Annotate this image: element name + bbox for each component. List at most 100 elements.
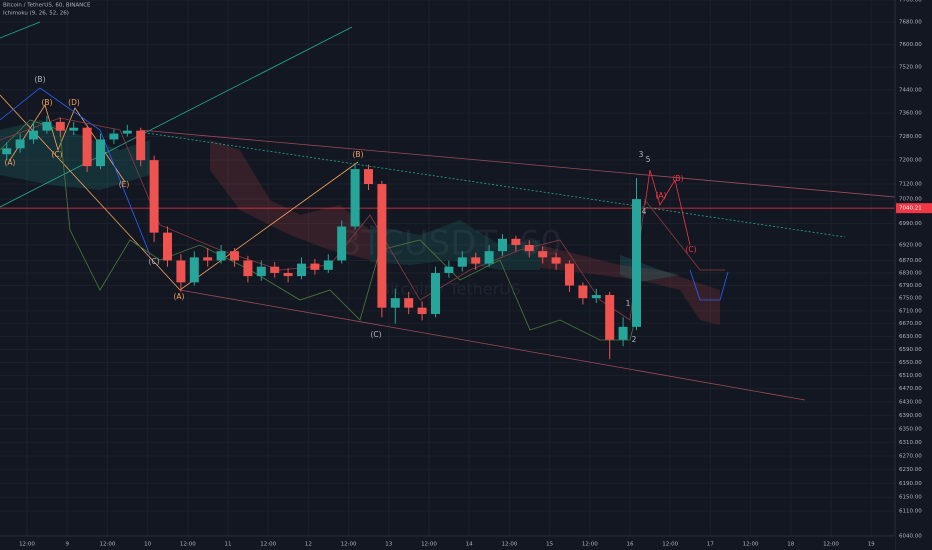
x-tick-label: 11 xyxy=(225,542,232,548)
y-tick-label: 7600.00 xyxy=(899,42,922,48)
candle-body xyxy=(82,127,92,167)
candle-body xyxy=(565,263,574,286)
candle-body xyxy=(337,226,347,261)
x-tick-label: 9 xyxy=(65,542,69,548)
candle-body xyxy=(431,272,440,315)
trend-line xyxy=(0,26,353,208)
y-tick-label: 7440.00 xyxy=(899,88,922,94)
y-tick-label: 6190.00 xyxy=(899,481,922,487)
candle-body xyxy=(524,244,534,252)
y-tick-label: 6710.00 xyxy=(899,308,922,314)
x-tick-label: 13 xyxy=(385,542,392,548)
wave-label: (B) xyxy=(353,150,364,159)
x-tick-label: 12:00 xyxy=(501,542,517,548)
wave-label: (A) xyxy=(656,191,667,200)
x-tick-label: 18 xyxy=(787,542,794,548)
y-tick-label: 6470.00 xyxy=(899,386,922,392)
candle-body xyxy=(377,184,387,308)
candle-body xyxy=(109,133,119,140)
x-tick-label: 12:00 xyxy=(19,542,35,548)
price-label: 7040.21 xyxy=(899,206,922,212)
wave-label: (B) xyxy=(35,75,46,84)
candle-body xyxy=(471,257,481,264)
candle-body xyxy=(69,127,79,131)
y-tick-label: 6830.00 xyxy=(899,270,922,276)
candle-body xyxy=(511,238,521,245)
y-tick-label: 6150.00 xyxy=(899,495,922,501)
ichimoku-line xyxy=(689,269,729,301)
candle-body xyxy=(55,121,65,131)
candle-body xyxy=(484,251,494,264)
candle-body xyxy=(350,169,360,227)
y-tick-label: 6430.00 xyxy=(899,400,922,406)
x-tick-label: 12:00 xyxy=(421,542,437,548)
y-tick-label: 6390.00 xyxy=(899,413,922,419)
candle-body xyxy=(2,148,12,155)
wave-label: 2 xyxy=(632,335,637,344)
wave-label: (C) xyxy=(51,150,62,159)
candle-body xyxy=(29,130,38,140)
wave-label: (A) xyxy=(5,158,16,167)
y-tick-label: 6630.00 xyxy=(899,334,922,340)
channel-line xyxy=(179,289,806,401)
candle-body xyxy=(256,266,266,277)
chart-title: Bitcoin / TetherUS, 60, BINANCE xyxy=(3,3,91,9)
candle-body xyxy=(216,251,226,261)
candle-body xyxy=(149,160,159,233)
wave-label: (E) xyxy=(119,180,130,189)
wave-label: (A) xyxy=(174,292,185,301)
wave-label: (B) xyxy=(673,174,684,183)
x-tick-label: 12:00 xyxy=(662,542,678,548)
candle-body xyxy=(591,294,601,299)
y-tick-label: 7120.00 xyxy=(899,182,922,188)
x-tick-label: 12:00 xyxy=(99,542,115,548)
y-tick-label: 7360.00 xyxy=(899,111,922,117)
x-tick-label: 12 xyxy=(305,542,312,548)
candle-body xyxy=(498,238,507,252)
x-tick-label: 19 xyxy=(868,542,875,548)
wave-label: (C) xyxy=(370,330,381,339)
candle-body xyxy=(323,260,333,270)
y-tick-label: 6270.00 xyxy=(899,453,922,459)
candle-body xyxy=(364,169,373,185)
candle-body xyxy=(96,139,105,167)
x-tick-label: 17 xyxy=(707,542,714,548)
y-tick-label: 6990.00 xyxy=(899,221,922,227)
wave-label: (D) xyxy=(68,98,80,107)
candle-body xyxy=(618,326,628,340)
x-tick-label: 16 xyxy=(627,542,634,548)
candle-body xyxy=(538,251,548,258)
candle-body xyxy=(136,130,146,161)
y-tick-label: 6590.00 xyxy=(899,347,922,353)
y-tick-label: 6510.00 xyxy=(899,373,922,379)
x-tick-label: 12:00 xyxy=(823,542,839,548)
dotted-line xyxy=(139,131,846,238)
wave-label: (B) xyxy=(42,98,53,107)
candle-body xyxy=(390,298,400,308)
y-tick-label: 6750.00 xyxy=(899,296,922,302)
grid xyxy=(0,207,895,209)
wave-line xyxy=(0,94,359,291)
x-tick-label: 12:00 xyxy=(743,542,759,548)
x-tick-label: 12:00 xyxy=(582,542,598,548)
x-tick-label: 15 xyxy=(546,542,553,548)
y-tick-label: 7760.00 xyxy=(899,0,922,4)
axis-labels: 7760.00 7680.00 7600.00 7520.00 7440.00 7360.… xyxy=(19,0,932,548)
lagging-span xyxy=(0,119,641,341)
candle-body xyxy=(457,257,467,267)
annotations: (A) (B) (B) (D) (C) (E) (C) (A) (B) (C) 1 2 3 4 5 (A) (B… xyxy=(5,75,697,344)
watermark-sub: Bitcoin / TetherUS xyxy=(379,280,521,299)
y-tick-label: 7680.00 xyxy=(899,20,922,26)
candle-body xyxy=(15,139,25,149)
y-tick-label: 6110.00 xyxy=(899,509,922,515)
x-tick-label: 10 xyxy=(144,542,151,548)
candle-body xyxy=(230,251,239,261)
channel-line xyxy=(139,129,896,198)
candle-body xyxy=(122,130,132,134)
x-tick-label: 12:00 xyxy=(180,542,196,548)
candle-body xyxy=(297,263,306,277)
projection xyxy=(644,169,691,246)
candle-body xyxy=(551,257,561,264)
